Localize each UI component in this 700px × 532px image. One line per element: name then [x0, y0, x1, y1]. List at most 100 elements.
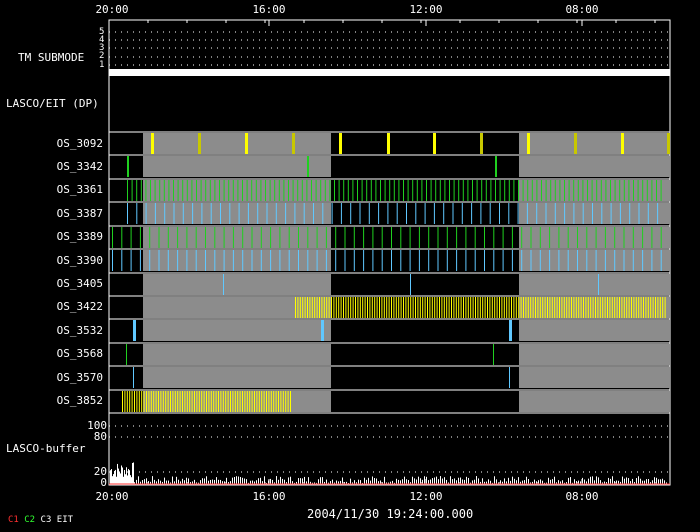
event-tick: [652, 297, 654, 318]
buffer-bar: [592, 476, 593, 484]
event-tick: [369, 297, 371, 318]
event-tick: [531, 180, 533, 201]
event-tick: [256, 391, 258, 412]
buffer-bar: [392, 480, 393, 484]
buffer-bar: [246, 479, 247, 484]
buffer-bar: [174, 481, 175, 484]
event-tick: [173, 203, 175, 224]
event-tick: [287, 391, 289, 412]
event-tick: [307, 227, 309, 248]
buffer-bar: [422, 479, 423, 484]
legend-c2: C2: [24, 515, 36, 525]
event-tick: [479, 297, 481, 318]
event-tick: [591, 180, 593, 201]
event-tick: [368, 203, 370, 224]
event-tick: [148, 391, 150, 412]
event-tick: [134, 391, 135, 412]
event-tick: [381, 227, 383, 248]
event-tick: [614, 250, 616, 271]
event-tick: [561, 297, 563, 318]
buffer-bar: [394, 482, 395, 484]
event-tick: [626, 297, 628, 318]
event-tick: [191, 180, 193, 201]
event-tick: [251, 180, 253, 201]
event-tick: [461, 203, 463, 224]
event-tick: [395, 297, 397, 318]
event-tick: [333, 297, 335, 318]
event-tick: [412, 180, 414, 201]
event-tick: [526, 203, 528, 224]
event-tick: [587, 180, 588, 201]
event-tick: [229, 203, 231, 224]
event-tick: [428, 227, 430, 248]
event-tick: [353, 250, 355, 271]
event-tick: [651, 227, 653, 248]
buffer-bar: [382, 482, 383, 484]
event-tick: [657, 203, 659, 224]
buffer-bar: [430, 479, 431, 484]
event-tick: [246, 391, 248, 412]
event-tick: [237, 180, 239, 201]
event-tick: [610, 180, 611, 201]
buffer-bar: [454, 478, 455, 484]
bottom-tick-label: 08:00: [565, 490, 599, 503]
buffer-bar: [644, 480, 645, 484]
event-tick: [214, 250, 216, 271]
event-tick: [472, 180, 473, 201]
event-tick: [303, 203, 305, 224]
event-tick: [372, 250, 374, 271]
event-tick: [511, 227, 513, 248]
event-tick: [523, 297, 524, 318]
event-tick: [194, 391, 195, 412]
coverage-band: [143, 344, 331, 365]
event-tick: [328, 297, 330, 318]
event-tick: [353, 227, 355, 248]
event-tick: [530, 250, 532, 271]
buffer-bar: [440, 476, 441, 484]
event-tick: [655, 297, 656, 318]
event-tick: [550, 180, 552, 201]
buffer-bar: [198, 482, 199, 484]
event-tick: [521, 250, 523, 271]
event-tick: [232, 227, 234, 248]
buffer-bar: [302, 478, 303, 484]
event-tick: [542, 297, 544, 318]
event-tick: [599, 297, 601, 318]
event-tick: [280, 391, 282, 412]
event-tick: [338, 180, 340, 201]
event-tick: [509, 367, 510, 388]
buffer-bar: [474, 479, 475, 484]
event-tick: [489, 203, 491, 224]
event-tick: [409, 227, 411, 248]
event-tick: [388, 297, 390, 318]
buffer-bar: [550, 479, 551, 484]
event-tick: [646, 180, 648, 201]
event-tick: [418, 227, 420, 248]
event-tick: [530, 227, 532, 248]
event-tick: [460, 297, 462, 318]
bottom-tick-label: 20:00: [95, 490, 129, 503]
event-tick: [145, 180, 147, 201]
buffer-bar: [408, 480, 409, 484]
event-tick: [490, 180, 492, 201]
buffer-bar: [466, 476, 467, 484]
buffer-bar: [272, 479, 273, 484]
buffer-bar: [464, 479, 465, 484]
buffer-bar: [358, 479, 359, 484]
event-tick: [564, 203, 566, 224]
event-tick: [499, 180, 501, 201]
event-tick: [407, 180, 409, 201]
buffer-bar: [570, 477, 571, 484]
event-tick: [297, 180, 299, 201]
event-tick: [430, 180, 432, 201]
buffer-bar: [496, 479, 497, 484]
event-tick: [638, 297, 640, 318]
event-tick: [242, 227, 244, 248]
buffer-bar: [574, 479, 575, 484]
tm-level: 1: [99, 60, 105, 70]
event-tick: [496, 297, 498, 318]
event-tick: [347, 297, 349, 318]
event-tick: [403, 180, 404, 201]
event-tick: [294, 203, 296, 224]
